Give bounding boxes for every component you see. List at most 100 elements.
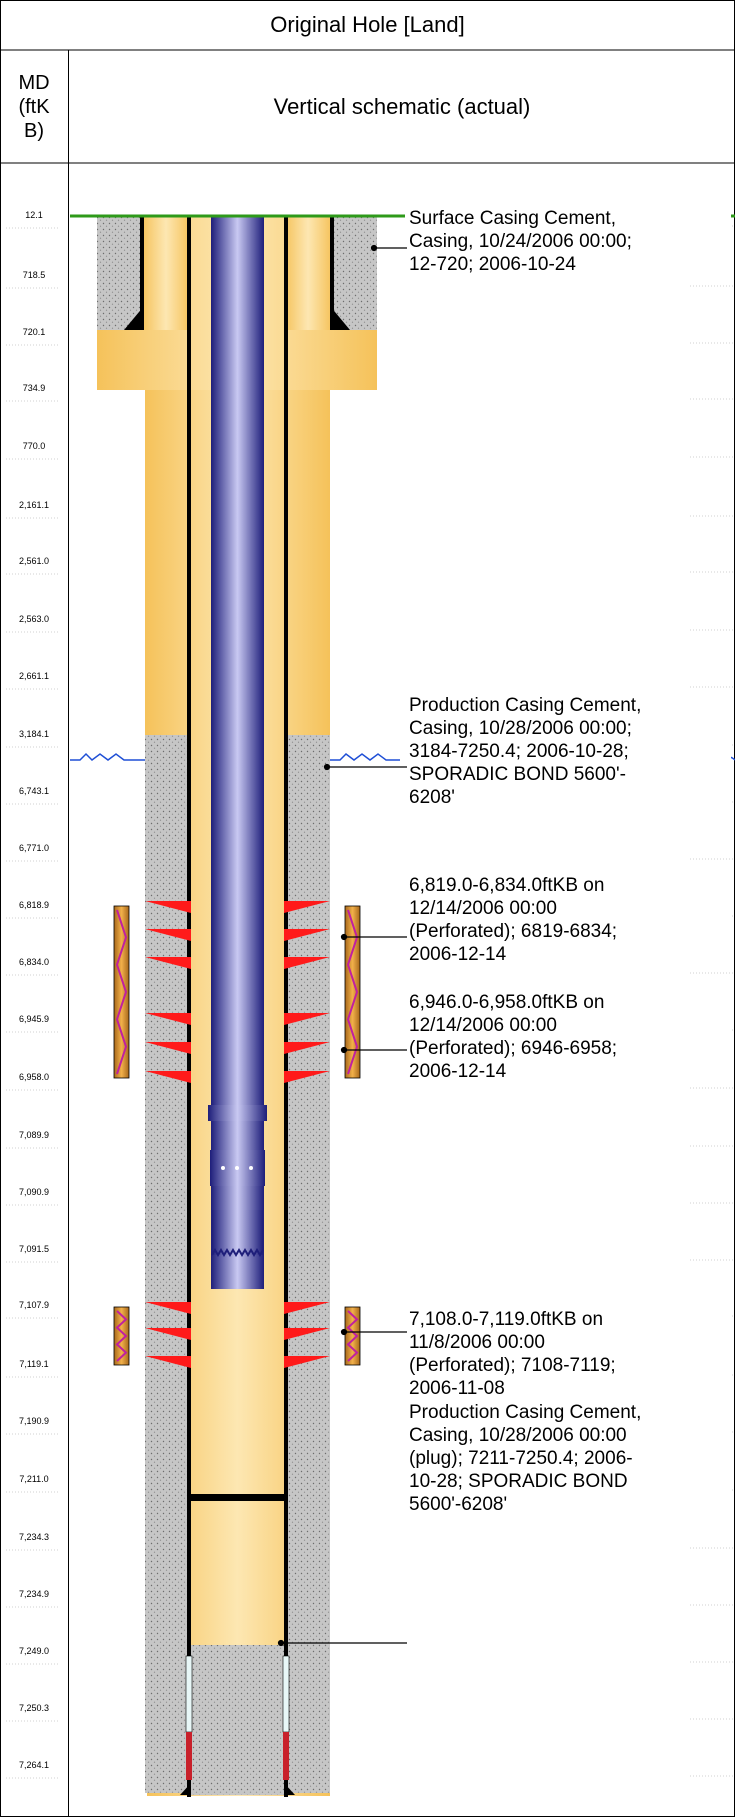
annotation-line: 12-720; 2006-10-24 — [409, 254, 576, 275]
annotation-line: Production Casing Cement, — [409, 695, 642, 716]
md-label: 7,264.1 — [18, 1760, 50, 1770]
md-label: 6,818.9 — [18, 900, 50, 910]
annotation-box: 6,819.0-6,834.0ftKB on 12/14/2006 00:00 (P… — [407, 874, 731, 966]
annotation-box: Surface Casing Cement, Casing, 10/24/2006… — [407, 207, 731, 276]
md-label: 770.0 — [22, 441, 46, 451]
perforation-right — [284, 957, 330, 969]
perforation-right — [284, 1302, 330, 1314]
md-label: 2,561.0 — [18, 556, 50, 566]
perforation-left — [145, 957, 191, 969]
md-header-line-1: MD — [18, 71, 50, 94]
perforation-gun — [113, 905, 130, 1079]
md-label: 6,771.0 — [18, 843, 50, 853]
annotation-line: (Perforated); 6946-6958; — [409, 1038, 618, 1059]
perforation-left — [145, 929, 191, 941]
annotation-line: 10-28; SPORADIC BOND — [409, 1471, 628, 1492]
md-label: 6,958.0 — [18, 1072, 50, 1082]
perforation-gun — [344, 905, 361, 1079]
perforation-gun — [113, 1306, 130, 1366]
annotation-line: 5600'-6208' — [409, 1494, 508, 1515]
annotation-line: 6208' — [409, 787, 455, 808]
perforation-right — [284, 1328, 330, 1340]
annotation-box: Production Casing Cement, Casing, 10/28/2… — [407, 1401, 731, 1516]
annotation-box: 7,108.0-7,119.0ftKB on 11/8/2006 00:00 (Pe… — [407, 1308, 731, 1400]
annotation-line: 12/14/2006 00:00 — [409, 898, 557, 919]
md-label: 7,249.0 — [18, 1646, 50, 1656]
md-label: 7,089.9 — [18, 1130, 50, 1140]
md-label: 7,211.0 — [19, 1474, 49, 1484]
annotation-line: Production Casing Cement, — [409, 1402, 642, 1423]
perforation-left — [145, 901, 191, 913]
md-header-line-2: (ftK — [18, 95, 50, 118]
bridge-plug — [191, 1494, 284, 1501]
annotation-line: 6,946.0-6,958.0ftKB on — [409, 992, 605, 1013]
md-label: 718.5 — [22, 270, 46, 280]
perforation-gun — [344, 1306, 361, 1366]
md-label: 3,184.1 — [18, 729, 50, 739]
md-label: 720.1 — [22, 327, 46, 337]
perforation-right — [284, 929, 330, 941]
annotation-line: (Perforated); 7108-7119; — [409, 1355, 616, 1376]
perforation-right — [284, 1356, 330, 1368]
perforation-gun-charge — [346, 1310, 359, 1362]
perforation-gun-charge — [115, 909, 128, 1075]
perforation-right — [284, 901, 330, 913]
annotation-line: Casing, 10/24/2006 00:00; — [409, 231, 632, 252]
md-label: 7,234.3 — [18, 1532, 50, 1542]
annotation-line: (Perforated); 6819-6834; — [409, 921, 618, 942]
md-label: 7,107.9 — [18, 1300, 50, 1310]
annotation-box: Production Casing Cement, Casing, 10/28/2… — [407, 694, 731, 809]
md-label: 6,945.9 — [18, 1014, 50, 1024]
annotation-line: SPORADIC BOND 5600'- — [409, 764, 626, 785]
annotation-line: Surface Casing Cement, — [409, 208, 616, 229]
perforation-left — [145, 1042, 191, 1054]
md-label: 734.9 — [22, 383, 46, 393]
annotation-line: Casing, 10/28/2006 00:00 — [409, 1425, 627, 1446]
tubing-string — [208, 217, 267, 1289]
md-column-header: MD (ftK B) — [0, 50, 68, 163]
md-label: 7,091.5 — [18, 1244, 50, 1254]
annotation-line: 6,819.0-6,834.0ftKB on — [409, 875, 605, 896]
annotation-line: 2006-11-08 — [409, 1378, 505, 1399]
perforation-gun-charge — [115, 1310, 128, 1362]
surface-casing — [124, 217, 350, 330]
md-label: 2,161.1 — [18, 500, 50, 510]
well-title: Original Hole [Land] — [270, 12, 465, 37]
surface-casing-cement — [97, 217, 377, 330]
perforation-left — [145, 1013, 191, 1025]
cement-plug — [191, 1645, 284, 1795]
annotation-line: 3184-7250.4; 2006-10-28; — [409, 741, 629, 762]
md-label: 7,250.3 — [18, 1703, 50, 1713]
schematic-column-header: Vertical schematic (actual) — [273, 93, 531, 119]
downhole-gauges — [185, 1655, 290, 1780]
perforation-right — [284, 1071, 330, 1083]
md-label: 2,661.1 — [18, 671, 50, 681]
md-label: 12.1 — [25, 210, 43, 220]
annotation-line: 12/14/2006 00:00 — [409, 1015, 557, 1036]
annotation-line: 11/8/2006 00:00 — [409, 1332, 545, 1353]
annotation-line: 2006-12-14 — [409, 944, 507, 965]
perforation-left — [145, 1302, 191, 1314]
md-label: 6,834.0 — [18, 957, 50, 967]
annotation-line: Casing, 10/28/2006 00:00; — [409, 718, 632, 739]
production-casing — [180, 217, 295, 1797]
annotation-line: 7,108.0-7,119.0ftKB on — [409, 1309, 604, 1330]
md-label: 7,119.1 — [19, 1359, 49, 1369]
perforation-left — [145, 1356, 191, 1368]
md-header-line-3: B) — [24, 119, 44, 142]
annotation-line: (plug); 7211-7250.4; 2006- — [409, 1448, 633, 1469]
perforation-right — [284, 1042, 330, 1054]
perforation-right — [284, 1013, 330, 1025]
annotation-box: 6,946.0-6,958.0ftKB on 12/14/2006 00:00 (P… — [407, 991, 731, 1083]
md-label: 7,190.9 — [18, 1416, 50, 1426]
perforation-left — [145, 1328, 191, 1340]
md-label: 7,234.9 — [18, 1589, 50, 1599]
md-label: 2,563.0 — [18, 614, 50, 624]
md-label: 6,743.1 — [18, 786, 50, 796]
annotation-line: 2006-12-14 — [409, 1061, 507, 1082]
production-casing-cement — [145, 735, 330, 1793]
perforation-left — [145, 1071, 191, 1083]
md-label: 7,090.9 — [18, 1187, 50, 1197]
annotation-leaders — [277, 244, 407, 1647]
